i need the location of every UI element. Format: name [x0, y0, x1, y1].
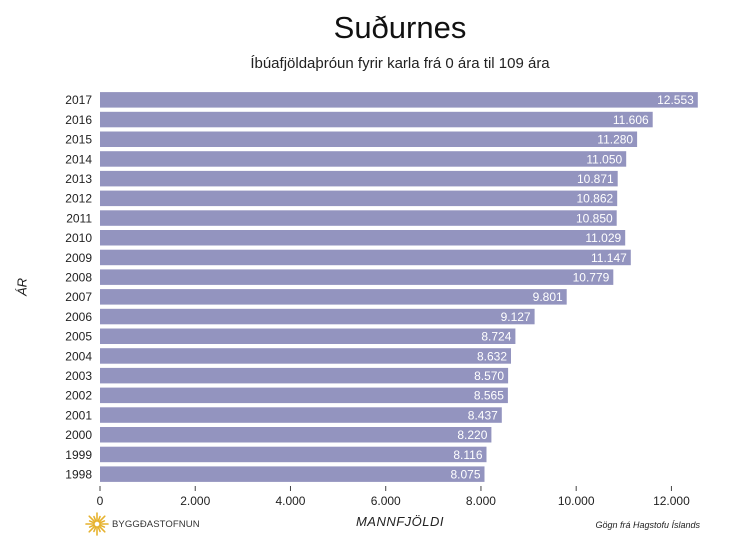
y-tick-label: 2014 [65, 152, 92, 166]
y-tick-label: 2017 [65, 93, 92, 107]
bar-value-label: 8.632 [477, 349, 507, 363]
data-source-note: Gögn frá Hagstofu Íslands [595, 520, 700, 530]
bar-2014 [100, 151, 627, 167]
sun-logo-icon [85, 512, 109, 536]
y-tick-label: 2005 [65, 330, 92, 344]
y-tick-label: 2002 [65, 389, 92, 403]
logo-ray [98, 524, 106, 528]
logo-ray [93, 515, 97, 523]
bar-value-label: 10.871 [577, 172, 614, 186]
bar-2004 [100, 348, 511, 364]
y-tick-label: 2010 [65, 231, 92, 245]
bar-value-label: 8.075 [450, 468, 480, 482]
y-tick-label: 2012 [65, 192, 92, 206]
x-tick-label: 6.000 [371, 494, 401, 508]
y-tick-label: 2009 [65, 251, 92, 265]
chart-title: Suðurnes [333, 10, 467, 45]
bar-value-label: 10.779 [573, 270, 610, 284]
logo-ray [88, 520, 96, 524]
x-axis-label: MANNFJÖLDI [355, 514, 445, 529]
y-tick-label: 2004 [65, 349, 92, 363]
bar-value-label: 9.801 [533, 290, 563, 304]
y-tick-label: 1998 [65, 468, 92, 482]
y-tick-label: 2006 [65, 310, 92, 324]
logo-ray [97, 515, 101, 523]
bar-2002 [100, 387, 508, 404]
bar-value-label: 8.220 [457, 428, 487, 442]
y-tick-label: 1999 [65, 448, 92, 462]
bar-2015 [100, 131, 638, 147]
bars-group: 12.553 11.606 11.280 11.050 10.871 10.862 10.8… [100, 92, 698, 482]
x-tick-label: 12.000 [653, 494, 690, 508]
bar-value-label: 8.437 [468, 408, 498, 422]
logo-ray [97, 525, 101, 533]
x-axis: 0 2.000 4.000 6.000 8.000 10.000 12.000 [97, 486, 690, 508]
bar-2006 [100, 308, 535, 325]
logo-ray [88, 515, 96, 523]
y-tick-label: 2015 [65, 133, 92, 147]
bar-2013 [100, 170, 618, 187]
y-tick-label: 2013 [65, 172, 92, 186]
bar-value-label: 12.553 [657, 93, 694, 107]
bar-1998 [100, 466, 485, 482]
bar-2003 [100, 367, 509, 384]
logo-ray [93, 525, 97, 533]
logo-text: BYGGÐASTOFNUN [112, 518, 200, 530]
byggdastofnun-logo: BYGGÐASTOFNUN [85, 512, 200, 536]
y-tick-label: 2007 [65, 290, 92, 304]
bar-value-label: 8.570 [474, 369, 504, 383]
y-tick-label: 2016 [65, 113, 92, 127]
bar-2001 [100, 407, 502, 423]
y-tick-label: 2003 [65, 369, 92, 383]
x-tick-label: 8.000 [466, 494, 496, 508]
bar-value-label: 11.280 [597, 133, 633, 147]
y-tick-label: 2001 [65, 408, 92, 422]
bar-value-label: 9.127 [501, 310, 531, 324]
y-axis-label: ÁR [14, 277, 30, 297]
y-tick-label: 2000 [65, 428, 92, 442]
chart-subtitle: Íbúafjöldaþróun fyrir karla frá 0 ára ti… [250, 55, 550, 72]
logo-ray [88, 525, 96, 533]
y-tick-label: 2008 [65, 270, 92, 284]
x-tick-label: 2.000 [180, 494, 210, 508]
bar-value-label: 11.050 [586, 152, 622, 166]
y-tick-label: 2011 [66, 211, 92, 225]
bar-2007 [100, 289, 567, 305]
bar-value-label: 11.606 [613, 113, 649, 127]
bar-value-label: 10.850 [576, 211, 613, 225]
bar-1999 [100, 446, 487, 463]
bar-2005 [100, 328, 516, 344]
bar-2011 [100, 210, 617, 226]
bar-2000 [100, 427, 492, 443]
x-tick-label: 4.000 [275, 494, 305, 508]
bar-value-label: 8.565 [474, 389, 504, 403]
bar-2008 [100, 269, 614, 285]
bar-value-label: 11.029 [585, 231, 621, 245]
logo-ray [98, 520, 106, 524]
bar-value-label: 8.116 [453, 448, 482, 462]
logo-ray [98, 515, 106, 523]
y-tick-labels: 2017 2016 2015 2014 2013 2012 2011 2010 2009 2008… [65, 93, 92, 481]
x-tick-label: 10.000 [558, 494, 595, 508]
bar-2017 [100, 92, 698, 108]
bar-value-label: 10.862 [576, 192, 613, 206]
logo-ray [88, 524, 96, 528]
bar-value-label: 8.724 [481, 330, 511, 344]
bar-2009 [100, 249, 631, 266]
x-tick-label: 0 [97, 494, 104, 508]
logo-ray [98, 525, 106, 533]
bar-2016 [100, 111, 653, 128]
bar-2010 [100, 230, 626, 246]
bar-value-label: 11.147 [591, 251, 627, 265]
bar-2012 [100, 190, 618, 207]
